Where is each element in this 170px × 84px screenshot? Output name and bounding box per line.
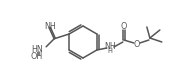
Text: HN: HN [31, 45, 43, 54]
Text: H: H [107, 48, 112, 54]
Text: O: O [121, 22, 127, 30]
Text: O: O [134, 39, 140, 48]
Text: NH: NH [104, 41, 116, 50]
Text: NH: NH [44, 22, 56, 31]
Text: OH: OH [31, 52, 43, 61]
